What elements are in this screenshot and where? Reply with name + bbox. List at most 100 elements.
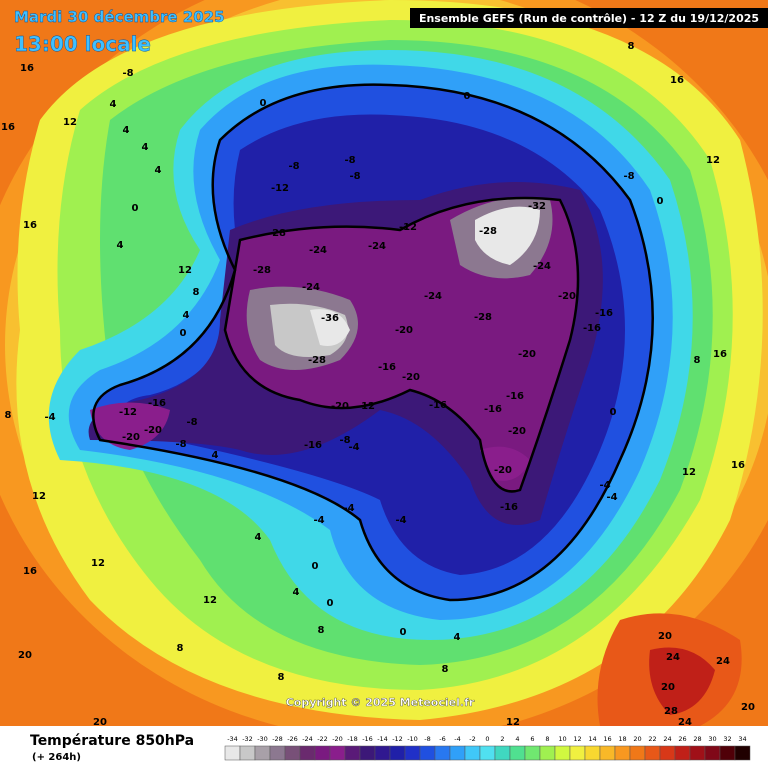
scale-label: -10 [407, 735, 418, 743]
scale-label: -12 [392, 735, 403, 743]
scale-label: -4 [454, 735, 460, 743]
scale-cell [374, 745, 391, 761]
contour-label: -8 [288, 161, 299, 172]
scale-cell [629, 745, 646, 761]
contour-label: -16 [484, 404, 502, 415]
color-scale: -34 -32 -30 -28 -26 -24 -22 -20 -18 -16 -14 -12 -10-… [224, 735, 751, 761]
scale-label: -28 [272, 735, 283, 743]
scale-label: 26 [678, 735, 686, 743]
contour-label: 0 [312, 561, 319, 572]
scale-label: -34 [227, 735, 238, 743]
contour-label: -4 [343, 503, 354, 514]
scale-label: -22 [317, 735, 328, 743]
scale-cell [674, 745, 691, 761]
contour-label: -4 [313, 515, 324, 526]
scale-label: -20 [332, 735, 343, 743]
contour-label: -16 [500, 502, 518, 513]
contour-label: 16 [20, 63, 34, 74]
scale-cell [224, 745, 241, 761]
scale-label: 30 [708, 735, 716, 743]
scale-cell [719, 745, 736, 761]
contour-label: -28 [253, 265, 271, 276]
scale-cell [689, 745, 706, 761]
scale-cell [659, 745, 676, 761]
contour-label: -20 [508, 426, 526, 437]
scale-cell [434, 745, 451, 761]
scale-cell [359, 745, 376, 761]
contour-label: 0 [400, 627, 407, 638]
contour-label: 8 [5, 410, 12, 421]
scale-cell [614, 745, 631, 761]
map-field [0, 0, 768, 740]
contour-label: -28 [474, 312, 492, 323]
scale-cell [569, 745, 586, 761]
contour-label: 16 [23, 566, 37, 577]
contour-label: 12 [91, 558, 105, 569]
contour-label: 4 [212, 450, 219, 461]
scale-label: 32 [723, 735, 731, 743]
contour-label: -8 [186, 417, 197, 428]
contour-label: 8 [193, 287, 200, 298]
contour-label: 0 [464, 91, 471, 102]
scale-cell [299, 745, 316, 761]
contour-label: 0 [260, 98, 267, 109]
scale-cell [404, 745, 421, 761]
contour-label: 12 [32, 491, 46, 502]
contour-label: -8 [175, 439, 186, 450]
contour-label: -16 [148, 398, 166, 409]
scale-label: 22 [648, 735, 656, 743]
contour-label: -8 [623, 171, 634, 182]
scale-label: 8 [545, 735, 549, 743]
scale-cell [644, 745, 661, 761]
contour-label: 12 [63, 117, 77, 128]
contour-label: 24 [666, 652, 680, 663]
contour-label: 4 [117, 240, 124, 251]
scale-label: -32 [242, 735, 253, 743]
scale-cell [284, 745, 301, 761]
scale-cell [449, 745, 466, 761]
contour-label: -20 [518, 349, 536, 360]
contour-labels: -8161244440412840161600161280-8-8-8-8-12… [1, 41, 755, 728]
contour-label: 16 [713, 349, 727, 360]
scale-cell [344, 745, 361, 761]
scale-label: 6 [530, 735, 534, 743]
contour-label: -4 [606, 492, 617, 503]
contour-label: -12 [119, 407, 137, 418]
contour-label: -16 [304, 440, 322, 451]
scale-cell [734, 745, 751, 761]
scale-label: 4 [515, 735, 519, 743]
contour-label: 12 [178, 265, 192, 276]
contour-label: 16 [1, 122, 15, 133]
contour-label: -20 [558, 291, 576, 302]
contour-label: -36 [321, 313, 339, 324]
contour-label: -12 [399, 222, 417, 233]
contour-label: 4 [142, 142, 149, 153]
scale-cell [509, 745, 526, 761]
scale-label: -24 [302, 735, 313, 743]
contour-label: 20 [741, 702, 755, 713]
contour-label: 0 [132, 203, 139, 214]
contour-label: 12 [706, 155, 720, 166]
contour-label: 20 [658, 631, 672, 642]
contour-label: -4 [348, 442, 359, 453]
contour-label: 20 [661, 682, 675, 693]
contour-lines [92, 83, 654, 602]
contour-label: -20 [402, 372, 420, 383]
contour-label: -20 [331, 401, 349, 412]
contour-label: 24 [716, 656, 730, 667]
contour-label: -20 [122, 432, 140, 443]
contour-label: 20 [18, 650, 32, 661]
contour-label: -4 [395, 515, 406, 526]
scale-cell [704, 745, 721, 761]
contour-label: 8 [442, 664, 449, 675]
scale-label: 18 [618, 735, 626, 743]
contour-label: -28 [268, 228, 286, 239]
scale-cell [239, 745, 256, 761]
contour-label: 20 [93, 717, 107, 728]
contour-label: -24 [309, 245, 327, 256]
contour-label: -24 [302, 282, 320, 293]
scale-cell [494, 745, 511, 761]
run-box [410, 8, 768, 28]
scale-label: -30 [257, 735, 268, 743]
